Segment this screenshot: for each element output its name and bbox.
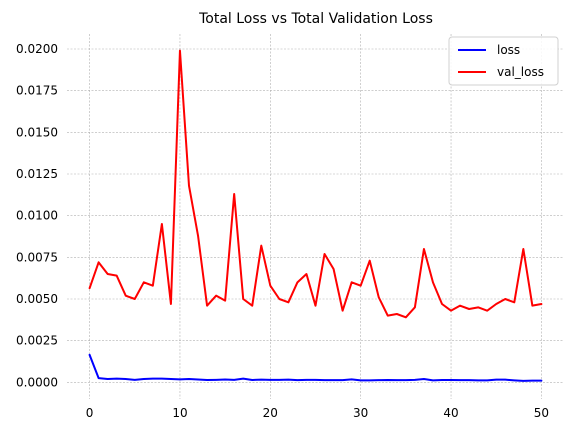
x-tick-label: 50	[534, 406, 549, 420]
chart-title: Total Loss vs Total Validation Loss	[198, 11, 433, 27]
y-tick-label: 0.0025	[16, 334, 58, 348]
x-tick-label: 0	[86, 406, 94, 420]
legend: loss val_loss	[448, 36, 559, 86]
legend-label-loss: loss	[497, 43, 520, 57]
y-tick-label: 0.0200	[16, 42, 58, 56]
y-axis-ticks: 0.0000 0.0025 0.0050 0.0075 0.0100 0.0125 0.01…	[16, 42, 58, 389]
series-lines	[88, 49, 543, 382]
legend-label-val-loss: val_loss	[497, 65, 544, 79]
x-tick-label: 30	[353, 406, 368, 420]
y-tick-label: 0.0100	[16, 209, 58, 223]
y-tick-label: 0.0150	[16, 125, 58, 139]
grid	[67, 34, 564, 399]
x-tick-label: 10	[172, 406, 187, 420]
y-tick-label: 0.0175	[16, 84, 58, 98]
x-tick-label: 40	[443, 406, 458, 420]
series-line-loss	[88, 353, 543, 382]
y-tick-label: 0.0050	[16, 292, 58, 306]
series-line-val-loss	[88, 49, 543, 319]
x-axis-ticks: 0 10 20 30 40 50	[86, 406, 549, 420]
y-tick-label: 0.0075	[16, 250, 58, 264]
x-tick-label: 20	[263, 406, 278, 420]
y-tick-label: 0.0000	[16, 375, 58, 389]
y-tick-label: 0.0125	[16, 167, 58, 181]
